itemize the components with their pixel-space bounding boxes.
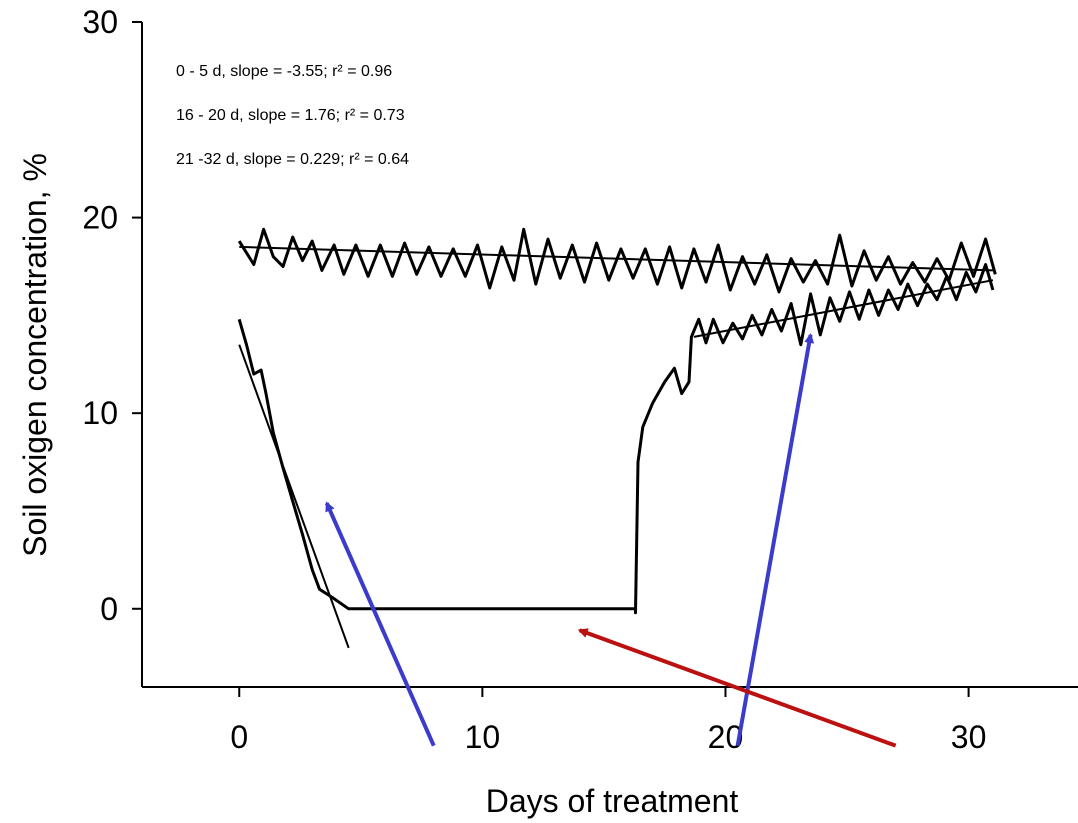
fit-line-1 (238, 344, 350, 649)
x-tick-label: 30 (951, 719, 987, 755)
series-line-1 (237, 227, 997, 294)
x-tick-label: 10 (465, 719, 501, 755)
fit-lines (238, 245, 994, 649)
annotation-3: 21 -32 d, slope = 0.229; r² = 0.64 (176, 151, 409, 168)
data-series (237, 227, 997, 615)
y-tick-label: 20 (82, 200, 118, 236)
x-tick-label: 0 (230, 719, 248, 755)
arrow-1 (324, 501, 436, 747)
arrow-3 (577, 628, 897, 748)
fit-line-3 (693, 279, 994, 338)
x-axis-title: Days of treatment (486, 783, 739, 819)
arrow-2 (735, 332, 815, 747)
y-tick-label: 10 (82, 395, 118, 431)
y-tick-label: 0 (100, 591, 118, 627)
annotation-1: 0 - 5 d, slope = -3.55; r² = 0.96 (176, 63, 392, 80)
fit-line-2 (239, 245, 993, 272)
y-tick-label: 30 (82, 4, 118, 40)
annotation-2: 16 - 20 d, slope = 1.76; r² = 0.73 (176, 107, 405, 124)
annotations: 0 - 5 d, slope = -3.55; r² = 0.96 16 - 20… (176, 63, 409, 168)
arrows (324, 332, 897, 748)
series-line-2 (237, 263, 995, 615)
y-axis-title: Soil oxigen concentration, % (17, 153, 53, 557)
